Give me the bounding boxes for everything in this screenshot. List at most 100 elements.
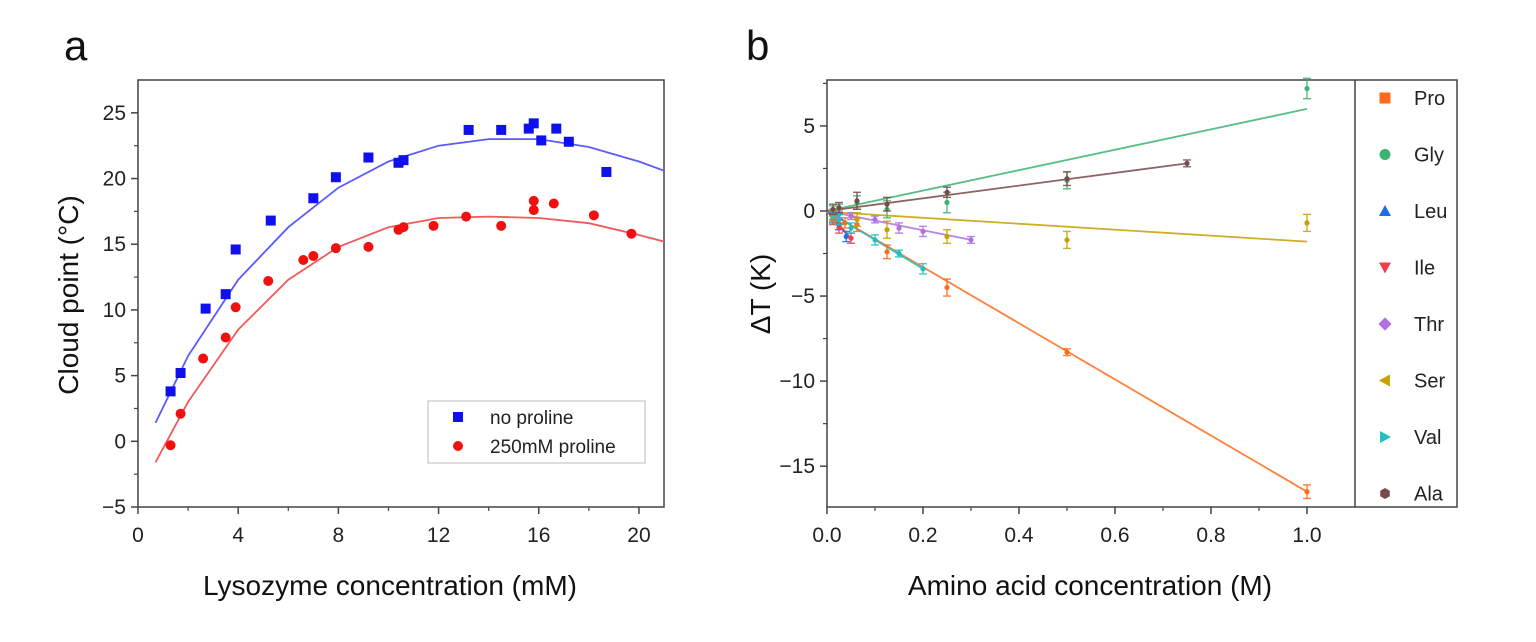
legend-marker-thr	[1378, 317, 1392, 331]
data-point-circle	[528, 205, 539, 216]
x-tick-label: 16	[527, 524, 550, 547]
data-point-circle	[220, 332, 231, 343]
data-point-ala	[830, 206, 836, 212]
legend-label: Ala	[1414, 484, 1444, 506]
data-point-val	[896, 250, 902, 257]
data-point-ser	[1064, 237, 1070, 243]
data-point-ser	[1304, 220, 1310, 226]
x-tick-label: 0.2	[908, 524, 937, 547]
legend-label: Ser	[1414, 371, 1445, 393]
data-point-ser	[854, 216, 860, 223]
legend-label: Ile	[1414, 258, 1435, 280]
y-axis-label-a: Cloud point (°C)	[53, 195, 84, 395]
legend-marker-leu	[1378, 204, 1392, 216]
legend-label: Thr	[1414, 314, 1444, 336]
data-point-circle	[175, 408, 186, 419]
data-point-circle	[263, 276, 274, 287]
data-point-circle	[428, 220, 439, 231]
data-point-pro	[1304, 489, 1310, 495]
y-tick-label: 25	[103, 102, 126, 125]
data-point-thr	[896, 225, 902, 231]
x-tick-label: 20	[627, 524, 650, 547]
y-tick-label: 15	[103, 233, 126, 256]
data-point-pro	[944, 284, 950, 291]
data-point-circle	[330, 243, 341, 254]
plot-frame	[826, 79, 1458, 508]
x-tick-label: 1.0	[1292, 524, 1321, 547]
y-tick-label: 10	[103, 299, 126, 322]
legend-marker-ser	[1378, 374, 1390, 387]
data-point-ala	[836, 204, 842, 211]
data-point-gly	[944, 199, 950, 206]
x-tick-label: 4	[232, 524, 244, 547]
data-point-square	[230, 244, 241, 255]
legend-marker-val	[1380, 430, 1392, 444]
legend-marker	[453, 412, 463, 422]
data-point-val	[848, 225, 854, 231]
data-point-square	[363, 152, 374, 163]
data-point-square	[563, 136, 574, 147]
panel-label-a: a	[64, 22, 88, 69]
data-point-square	[398, 155, 409, 166]
data-point-thr	[848, 213, 854, 219]
data-point-square	[523, 123, 534, 134]
data-point-ile	[836, 225, 842, 231]
data-point-ala	[854, 198, 860, 204]
data-point-leu	[843, 233, 849, 240]
panel-label-b: b	[746, 22, 769, 69]
y-tick-label: 20	[103, 168, 126, 191]
data-point-thr	[920, 228, 926, 235]
data-point-square	[528, 118, 539, 129]
data-point-circle	[165, 440, 176, 451]
data-point-square	[496, 124, 507, 135]
data-point-circle	[198, 353, 209, 364]
fit-line-ser	[826, 210, 1308, 243]
data-point-pro	[842, 220, 848, 226]
legend-label: Gly	[1414, 145, 1444, 167]
data-point-ala	[944, 189, 950, 195]
data-point-ser	[944, 233, 950, 240]
data-point-val	[920, 266, 926, 272]
y-tick-label: 5	[114, 365, 126, 388]
data-point-pro	[1064, 349, 1070, 355]
data-point-circle	[298, 254, 309, 265]
legend-marker-pro	[1379, 92, 1391, 104]
plot-frame	[137, 79, 665, 508]
data-point-square	[175, 367, 186, 378]
legend-label: Leu	[1414, 201, 1447, 223]
y-tick-label: 0	[114, 430, 126, 453]
data-point-square	[601, 166, 612, 177]
data-point-circle	[461, 211, 472, 222]
x-axis-label-b: Amino acid concentration (M)	[908, 570, 1272, 601]
x-tick-label: 8	[333, 524, 345, 547]
x-tick-label: 12	[427, 524, 450, 547]
plot-a: 0 4 8 12 16 20 −5 0 5 10 15 20 25 no proline 250mM pro…	[102, 79, 665, 547]
data-point-circle	[230, 302, 241, 313]
y-tick-label: −5	[791, 285, 815, 308]
data-point-circle	[626, 228, 637, 239]
legend-box	[427, 400, 646, 464]
y-tick-label: −5	[102, 496, 126, 519]
y-tick-label: 5	[803, 115, 815, 138]
legend-label: 250mM proline	[490, 437, 616, 458]
data-point-val	[836, 216, 842, 223]
data-point-ala	[1184, 160, 1190, 166]
fit-curve-1	[154, 215, 664, 463]
plot-b: 0.0 0.2 0.4 0.6 0.8 1.0 −15 −10 −5 0 5 Pro Gly Leu Ile…	[779, 77, 1458, 547]
legend-marker-gly	[1379, 149, 1391, 160]
data-point-thr	[872, 216, 878, 223]
legend-label: no proline	[490, 408, 573, 429]
data-point-square	[536, 135, 547, 146]
data-point-ile	[848, 235, 854, 241]
fit-line-gly	[826, 108, 1308, 212]
data-point-square	[265, 215, 276, 226]
y-tick-label: −10	[779, 370, 815, 393]
legend-a: no proline 250mM proline	[427, 400, 646, 464]
data-point-square	[463, 124, 474, 135]
data-point-square	[220, 289, 231, 300]
data-point-thr	[968, 237, 974, 243]
data-point-circle	[363, 241, 374, 252]
data-point-circle	[308, 251, 319, 262]
data-point-ser	[884, 227, 890, 233]
